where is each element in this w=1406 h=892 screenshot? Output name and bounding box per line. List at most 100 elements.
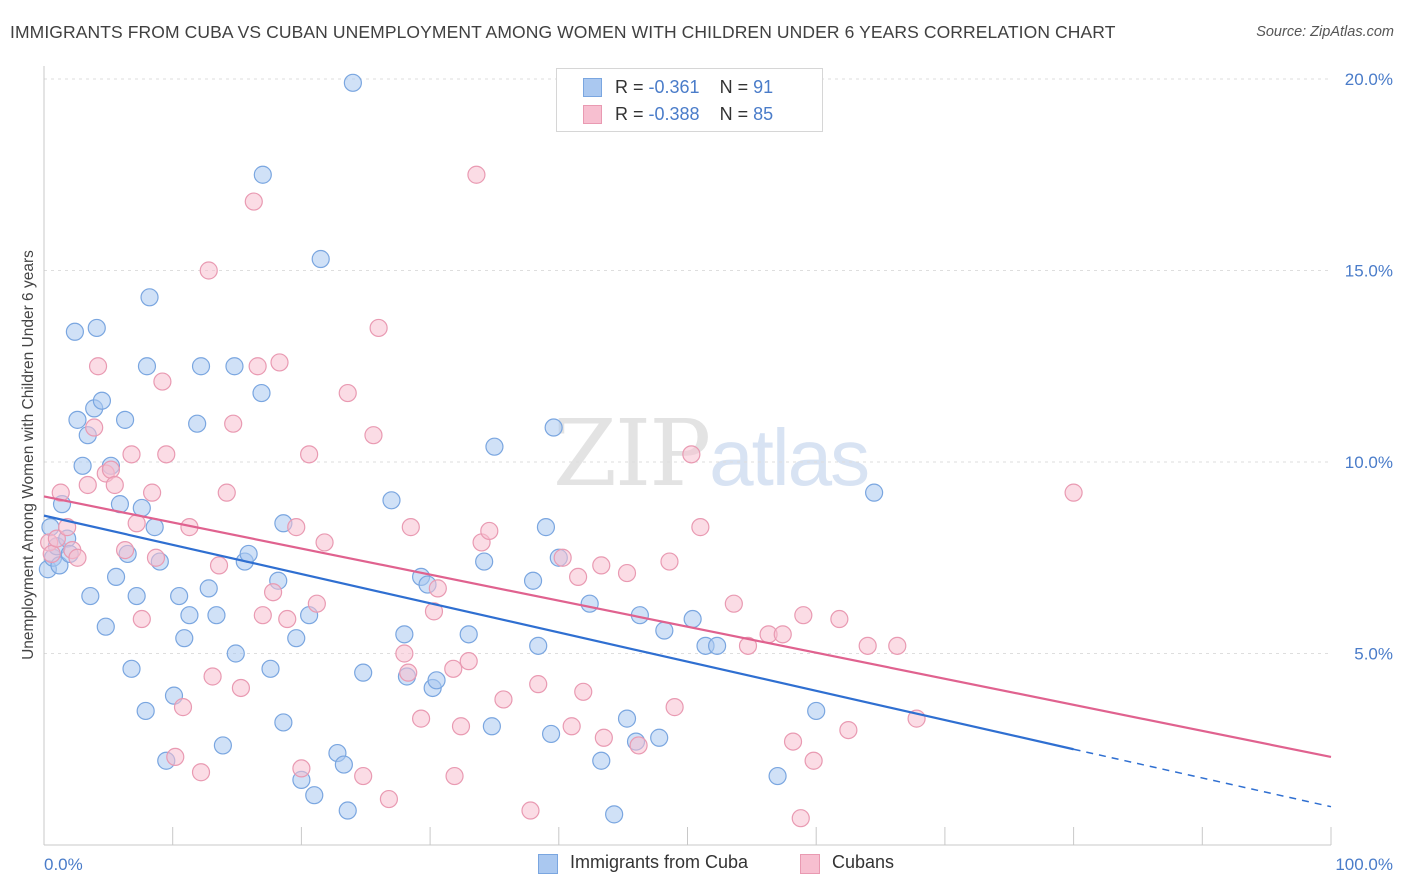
point-cuba: [106, 567, 126, 587]
point-cuba: [382, 491, 401, 510]
point-cubans: [804, 751, 823, 770]
point-cuba: [580, 594, 599, 613]
point-cubans: [278, 609, 297, 629]
point-cuba: [592, 751, 611, 770]
point-cubans: [553, 548, 572, 567]
point-cubans: [691, 518, 710, 537]
point-cubans: [173, 698, 193, 717]
legend-r-label: R =: [615, 76, 644, 97]
point-cuba: [170, 586, 189, 606]
point-cubans: [594, 728, 613, 747]
point-cuba: [536, 518, 556, 537]
point-cuba: [343, 73, 362, 92]
point-cubans: [244, 192, 263, 211]
point-cubans: [773, 625, 792, 644]
point-cubans: [629, 736, 648, 755]
watermark: ZIPatlas: [553, 400, 870, 507]
point-cuba: [199, 579, 218, 598]
trendline-cubans: [43, 495, 1332, 758]
point-cubans: [791, 809, 810, 828]
point-cuba: [87, 318, 106, 338]
watermark-atlas: atlas: [709, 413, 870, 502]
point-cuba: [180, 606, 199, 625]
point-cubans: [292, 759, 311, 778]
point-cubans: [660, 552, 679, 571]
point-cuba: [207, 606, 226, 625]
point-cubans: [105, 475, 124, 495]
source-label: Source: ZipAtlas.com: [1256, 24, 1394, 40]
point-cuba: [132, 498, 151, 518]
point-cuba: [427, 671, 446, 690]
stats-legend: R = -0.361 N = 91 R = -0.388 N = 85: [556, 68, 823, 132]
point-cubans: [68, 548, 87, 567]
point-cuba: [274, 713, 293, 732]
point-cubans: [338, 383, 357, 403]
point-cuba: [655, 621, 674, 640]
point-cubans: [529, 675, 548, 694]
point-cubans: [617, 563, 637, 583]
point-cubans: [424, 602, 444, 621]
y-tick-label: 20.0%: [1345, 70, 1393, 89]
point-cuba: [252, 383, 271, 403]
point-cubans: [738, 636, 758, 655]
point-cuba: [485, 437, 504, 456]
point-cubans: [354, 766, 373, 786]
point-cubans: [199, 261, 218, 280]
point-cubans: [574, 682, 593, 701]
legend-swatch-cubans: [583, 104, 602, 124]
point-cuba: [68, 410, 87, 429]
point-cuba: [311, 249, 330, 269]
point-cubans: [451, 717, 471, 736]
point-cubans: [858, 636, 877, 655]
point-cuba: [768, 766, 787, 786]
point-cubans: [153, 372, 172, 391]
point-cubans: [253, 606, 272, 625]
series-swatch-cubans: [800, 854, 820, 874]
point-cubans: [839, 720, 858, 740]
trendline-cuba-extension: [1073, 748, 1332, 808]
point-cubans: [263, 583, 283, 602]
y-tick-label: 10.0%: [1345, 453, 1393, 472]
point-cubans: [101, 460, 121, 479]
point-cuba: [127, 586, 146, 606]
point-cubans: [307, 594, 326, 613]
point-cubans: [146, 548, 166, 567]
point-cuba: [807, 701, 826, 721]
point-cuba: [338, 801, 357, 820]
point-cuba: [136, 701, 155, 721]
legend-n-value: 85: [753, 103, 774, 124]
chart-title: IMMIGRANTS FROM CUBA VS CUBAN UNEMPLOYME…: [10, 22, 1116, 42]
point-cubans: [224, 414, 243, 433]
point-cuba: [334, 755, 353, 774]
point-cubans: [682, 445, 701, 464]
point-cubans: [665, 698, 684, 717]
point-cuba: [544, 418, 563, 437]
point-cubans: [231, 678, 251, 698]
point-cuba: [708, 636, 727, 655]
point-cubans: [364, 426, 383, 445]
point-cubans: [521, 801, 540, 820]
point-cubans: [132, 609, 151, 629]
point-cubans: [888, 636, 907, 655]
point-cubans: [445, 766, 464, 786]
trendline-cuba: [43, 514, 1074, 751]
point-cuba: [305, 786, 324, 805]
point-cuba: [225, 357, 244, 376]
point-cubans: [191, 763, 211, 782]
point-cubans: [78, 475, 97, 495]
point-cubans: [209, 556, 229, 575]
point-cubans: [401, 518, 420, 537]
legend-r-value: -0.388: [648, 103, 700, 124]
point-cubans: [379, 789, 399, 809]
point-cuba: [253, 165, 272, 184]
point-cubans: [143, 483, 162, 502]
point-cubans: [724, 594, 743, 613]
point-cubans: [369, 318, 388, 338]
point-cuba: [137, 357, 157, 376]
point-cuba: [188, 414, 207, 433]
point-cuba: [115, 410, 135, 429]
point-cuba: [73, 456, 92, 475]
point-cuba: [683, 609, 702, 629]
point-cuba: [213, 736, 232, 755]
